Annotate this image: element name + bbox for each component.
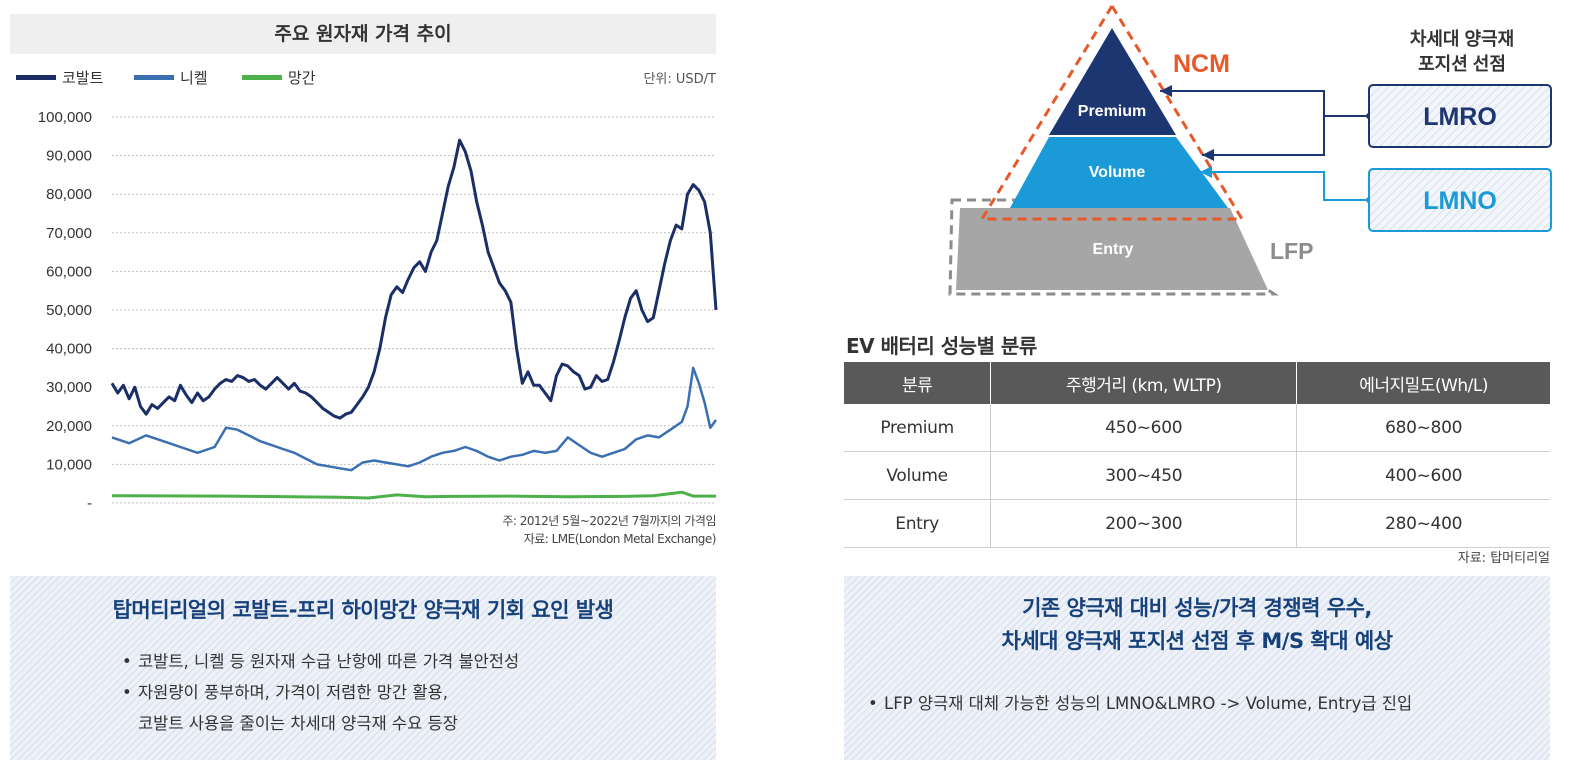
table-cell: 300~450 <box>990 451 1297 500</box>
lmno-volume-connector <box>1200 171 1369 201</box>
table-title: EV 배터리 성능별 분류 <box>846 334 1037 358</box>
arrowhead-icon <box>1200 166 1212 178</box>
premium-label: Premium <box>1078 103 1146 120</box>
legend-label-cobalt: 코발트 <box>62 68 104 87</box>
cathode-pyramid-diagram: Premium Volume Entry NCM LFP 차세대 양극재 포지션… <box>948 3 1552 296</box>
pyramid-premium-tier <box>1049 28 1176 135</box>
y-tick-label: - <box>87 495 92 512</box>
lmno-label: LMNO <box>1423 187 1497 215</box>
table-cell: Entry <box>844 499 991 548</box>
table-row: Entry 200~300 280~400 <box>844 499 1550 548</box>
y-tick-label: 40,000 <box>46 341 92 358</box>
table-source-note: 자료: 탑머티리얼 <box>1457 551 1550 566</box>
cobalt-free-opportunity-box: 탑머티리얼의 코발트-프리 하이망간 양극재 기회 요인 발생 • 코발트, 니켈… <box>10 576 716 760</box>
next-gen-title-line2: 포지션 선점 <box>1418 54 1506 74</box>
competitiveness-box: 기존 양극재 대비 성능/가격 경쟁력 우수, 차세대 양극재 포지션 선점 후… <box>844 576 1550 760</box>
table-cell: Premium <box>844 404 991 452</box>
table-cell: 400~600 <box>1296 451 1550 500</box>
entry-label: Entry <box>1093 241 1134 258</box>
legend-swatch-manganese <box>242 74 282 80</box>
y-tick-label: 20,000 <box>46 418 92 435</box>
y-tick-label: 60,000 <box>46 263 92 280</box>
pyramid-volume-tier <box>1010 137 1228 208</box>
right-panel: Premium Volume Entry NCM LFP 차세대 양극재 포지션… <box>830 0 1589 779</box>
list-item: • 코발트, 니켈 등 원자재 수급 난항에 따른 가격 불안전성 <box>122 652 520 671</box>
price-chart: 100,000 90,000 80,000 70,000 60,000 50,000 40,… <box>38 109 718 512</box>
y-tick-label: 90,000 <box>46 148 92 165</box>
legend-swatch-cobalt <box>16 74 56 80</box>
ev-battery-class-table: 분류 주행거리 (km, WLTP) 에너지밀도(Wh/L) Premium 4… <box>844 362 1550 548</box>
list-item: • 자원량이 풍부하며, 가격이 저렴한 망간 활용, <box>122 683 448 702</box>
y-tick-label: 100,000 <box>38 109 92 126</box>
legend-label-nickel: 니켈 <box>180 68 208 87</box>
legend-swatch-nickel <box>134 74 174 80</box>
column-header: 에너지밀도(Wh/L) <box>1296 362 1550 404</box>
chart-note-period: 주: 2012년 5월~2022년 7월까지의 가격임 <box>502 514 716 528</box>
chart-source-note: 주: 2012년 5월~2022년 7월까지의 가격임 자료: LME(Lond… <box>300 512 716 548</box>
list-item: • LFP 양극재 대체 가능한 성능의 LMNO&LMRO -> Volume,… <box>868 694 1413 713</box>
unit-label: 단위: USD/T <box>643 72 716 87</box>
table-cell: Volume <box>844 451 991 500</box>
pyramid-entry-tier <box>956 208 1268 290</box>
y-tick-label: 70,000 <box>46 225 92 242</box>
manganese-series-line <box>111 490 716 500</box>
table-cell: 280~400 <box>1296 499 1550 548</box>
lmro-label: LMRO <box>1423 103 1497 131</box>
next-gen-title-line1: 차세대 양극재 <box>1410 29 1514 49</box>
table-row: Volume 300~450 400~600 <box>844 451 1550 500</box>
lmro-box <box>1368 84 1552 148</box>
legend-label-manganese: 망간 <box>288 68 316 87</box>
ncm-label: NCM <box>1173 50 1230 78</box>
ncm-outline <box>979 3 1245 221</box>
competitiveness-bullet-list: • LFP 양극재 대체 가능한 성능의 LMNO&LMRO -> Volume,… <box>868 688 1412 719</box>
lfp-label: LFP <box>1270 238 1313 264</box>
chart-title: 주요 원자재 가격 추이 <box>10 14 716 54</box>
left-panel: 주요 원자재 가격 추이 코발트 니켈 망간 단위: USD/T 100,000… <box>0 0 730 779</box>
y-tick-label: 30,000 <box>46 379 92 396</box>
y-tick-label: 80,000 <box>46 186 92 203</box>
arrowhead-icon <box>1160 85 1172 97</box>
table-cell: 200~300 <box>990 499 1297 548</box>
lmro-volume-connector <box>1202 116 1325 156</box>
chart-legend: 코발트 니켈 망간 단위: USD/T <box>16 66 716 88</box>
column-header: 주행거리 (km, WLTP) <box>990 362 1297 404</box>
y-tick-label: 50,000 <box>46 302 92 319</box>
opportunity-bullet-list: • 코발트, 니켈 등 원자재 수급 난항에 따른 가격 불안전성 • 자원량이 풍… <box>122 646 519 739</box>
lmro-premium-connector <box>1160 90 1369 117</box>
y-tick-label: 10,000 <box>46 456 92 473</box>
table-cell: 680~800 <box>1296 404 1550 452</box>
table-header-row: 분류 주행거리 (km, WLTP) 에너지밀도(Wh/L) <box>844 362 1550 404</box>
nickel-series-line <box>111 366 718 472</box>
legend-item-nickel: 니켈 <box>134 66 208 88</box>
cobalt-series-line <box>110 138 718 420</box>
table-cell: 450~600 <box>990 404 1297 452</box>
list-item: 코발트 사용을 줄이는 차세대 양극재 수요 등장 <box>138 714 458 733</box>
opportunity-title: 탑머티리얼의 코발트-프리 하이망간 양극재 기회 요인 발생 <box>112 598 614 622</box>
volume-label: Volume <box>1089 164 1146 181</box>
lmno-box <box>1368 168 1552 232</box>
column-header: 분류 <box>844 362 991 404</box>
table-row: Premium 450~600 680~800 <box>844 404 1550 452</box>
arrowhead-icon <box>1202 149 1214 161</box>
competitiveness-title: 기존 양극재 대비 성능/가격 경쟁력 우수, 차세대 양극재 포지션 선점 후… <box>1001 596 1394 653</box>
legend-item-manganese: 망간 <box>242 66 316 88</box>
legend-item-cobalt: 코발트 <box>16 66 103 88</box>
chart-note-source: 자료: LME(London Metal Exchange) <box>523 532 717 546</box>
